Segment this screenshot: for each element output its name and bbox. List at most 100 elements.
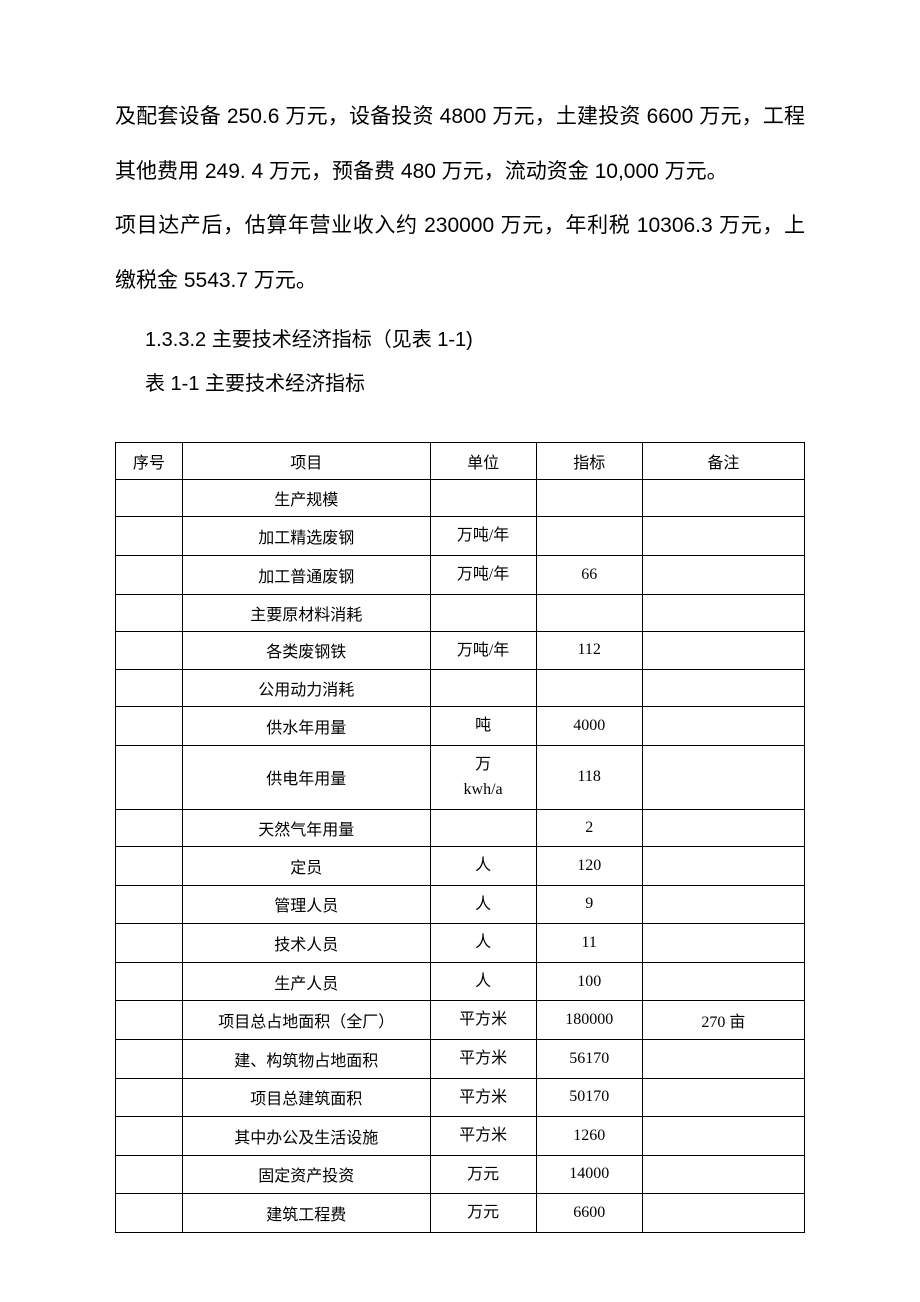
cell-remark <box>642 1078 804 1117</box>
cell-unit: 万元 <box>430 1194 536 1233</box>
cell-unit: 平方米 <box>430 1039 536 1078</box>
cell-unit <box>430 670 536 707</box>
cell-unit: 万吨/年 <box>430 517 536 556</box>
cell-unit: 吨 <box>430 707 536 746</box>
header-unit: 单位 <box>430 443 536 480</box>
table-row: 项目总占地面积（全厂）平方米180000270 亩 <box>116 1001 805 1040</box>
table-row: 供水年用量吨4000 <box>116 707 805 746</box>
cell-remark <box>642 962 804 1001</box>
cell-value: 180000 <box>536 1001 642 1040</box>
cell-value: 56170 <box>536 1039 642 1078</box>
cell-remark <box>642 1039 804 1078</box>
paragraph-1: 及配套设备 250.6 万元，设备投资 4800 万元，土建投资 6600 万元… <box>115 90 805 199</box>
cell-item: 项目总占地面积（全厂） <box>182 1001 430 1040</box>
cell-item: 各类废钢铁 <box>182 631 430 670</box>
cell-item: 固定资产投资 <box>182 1155 430 1194</box>
cell-item: 项目总建筑面积 <box>182 1078 430 1117</box>
cell-unit: 平方米 <box>430 1001 536 1040</box>
cell-unit: 人 <box>430 846 536 885</box>
cell-seq <box>116 1078 183 1117</box>
cell-unit: 万吨/年 <box>430 631 536 670</box>
header-value: 指标 <box>536 443 642 480</box>
cell-remark <box>642 670 804 707</box>
cell-seq <box>116 1039 183 1078</box>
paragraph-2: 项目达产后，估算年营业收入约 230000 万元，年利税 10306.3 万元，… <box>115 199 805 308</box>
cell-remark <box>642 517 804 556</box>
table-row: 管理人员人9 <box>116 885 805 924</box>
table-row: 技术人员人11 <box>116 924 805 963</box>
header-item: 项目 <box>182 443 430 480</box>
table-row: 建、构筑物占地面积平方米56170 <box>116 1039 805 1078</box>
cell-value: 14000 <box>536 1155 642 1194</box>
cell-value <box>536 594 642 631</box>
cell-remark <box>642 745 804 809</box>
table-row: 建筑工程费万元6600 <box>116 1194 805 1233</box>
cell-seq <box>116 924 183 963</box>
cell-item: 天然气年用量 <box>182 809 430 846</box>
table-row: 主要原材料消耗 <box>116 594 805 631</box>
table-row: 固定资产投资万元14000 <box>116 1155 805 1194</box>
cell-value: 120 <box>536 846 642 885</box>
cell-value <box>536 670 642 707</box>
cell-item: 建、构筑物占地面积 <box>182 1039 430 1078</box>
cell-value <box>536 480 642 517</box>
table-row: 供电年用量万kwh/a118 <box>116 745 805 809</box>
cell-seq <box>116 555 183 594</box>
cell-remark <box>642 594 804 631</box>
table-row: 公用动力消耗 <box>116 670 805 707</box>
header-remark: 备注 <box>642 443 804 480</box>
cell-unit: 万kwh/a <box>430 745 536 809</box>
cell-item: 建筑工程费 <box>182 1194 430 1233</box>
table-row: 生产人员人100 <box>116 962 805 1001</box>
cell-remark <box>642 1194 804 1233</box>
cell-seq <box>116 745 183 809</box>
cell-value <box>536 517 642 556</box>
table-row: 定员人120 <box>116 846 805 885</box>
cell-item: 供电年用量 <box>182 745 430 809</box>
cell-unit: 平方米 <box>430 1117 536 1156</box>
table-row: 加工普通废钢万吨/年66 <box>116 555 805 594</box>
cell-item: 公用动力消耗 <box>182 670 430 707</box>
cell-remark <box>642 1155 804 1194</box>
cell-remark <box>642 885 804 924</box>
cell-remark <box>642 631 804 670</box>
cell-item: 技术人员 <box>182 924 430 963</box>
cell-item: 定员 <box>182 846 430 885</box>
cell-unit: 万吨/年 <box>430 555 536 594</box>
cell-item: 加工精选废钢 <box>182 517 430 556</box>
table-caption: 表 1-1 主要技术经济指标 <box>115 366 805 402</box>
cell-value: 118 <box>536 745 642 809</box>
cell-value: 1260 <box>536 1117 642 1156</box>
cell-remark <box>642 846 804 885</box>
cell-value: 66 <box>536 555 642 594</box>
cell-value: 6600 <box>536 1194 642 1233</box>
table-row: 其中办公及生活设施平方米1260 <box>116 1117 805 1156</box>
table-row: 生产规模 <box>116 480 805 517</box>
cell-item: 管理人员 <box>182 885 430 924</box>
cell-value: 11 <box>536 924 642 963</box>
cell-seq <box>116 670 183 707</box>
section-heading: 1.3.3.2 主要技术经济指标（见表 1-1) <box>115 322 805 358</box>
cell-unit <box>430 594 536 631</box>
cell-remark <box>642 1117 804 1156</box>
header-seq: 序号 <box>116 443 183 480</box>
table-row: 天然气年用量2 <box>116 809 805 846</box>
table-body: 生产规模加工精选废钢万吨/年加工普通废钢万吨/年66主要原材料消耗各类废钢铁万吨… <box>116 480 805 1233</box>
cell-remark <box>642 924 804 963</box>
cell-item: 供水年用量 <box>182 707 430 746</box>
cell-remark <box>642 809 804 846</box>
cell-unit <box>430 809 536 846</box>
cell-seq <box>116 631 183 670</box>
cell-remark <box>642 555 804 594</box>
cell-seq <box>116 1155 183 1194</box>
cell-unit <box>430 480 536 517</box>
table-header-row: 序号 项目 单位 指标 备注 <box>116 443 805 480</box>
cell-seq <box>116 1194 183 1233</box>
cell-remark: 270 亩 <box>642 1001 804 1040</box>
cell-seq <box>116 846 183 885</box>
cell-seq <box>116 885 183 924</box>
cell-item: 主要原材料消耗 <box>182 594 430 631</box>
cell-seq <box>116 707 183 746</box>
cell-item: 生产规模 <box>182 480 430 517</box>
cell-value: 112 <box>536 631 642 670</box>
